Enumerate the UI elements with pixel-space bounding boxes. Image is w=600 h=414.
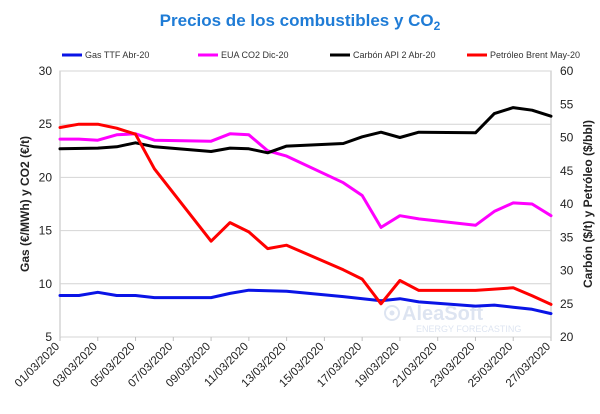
y-axis-right: 20 25 30 35 40 45 50 55 60 (560, 64, 574, 344)
series-lines (58, 106, 553, 316)
chart-title: Precios de los combustibles y CO2 (160, 11, 441, 33)
legend-label: Carbón API 2 Abr-20 (353, 50, 436, 60)
y-left-tick-label: 20 (39, 170, 53, 184)
watermark: AleaSoft ENERGY FORECASTING (384, 303, 521, 334)
watermark-name: AleaSoft (402, 303, 483, 325)
y-left-tick-label: 5 (45, 330, 52, 344)
y-right-tick-label: 50 (560, 131, 574, 145)
series-line-petr-leo-brent-may-20 (58, 122, 553, 306)
y-right-tick-label: 40 (560, 197, 574, 211)
series-line-carb-n-api-2-abr-20 (58, 106, 553, 155)
y-right-tick-label: 35 (560, 230, 574, 244)
chart-title-subscript: 2 (434, 19, 441, 33)
watermark-tagline: ENERGY FORECASTING (416, 324, 521, 334)
y-right-tick-label: 60 (560, 64, 574, 78)
y-right-tick-label: 30 (560, 264, 574, 278)
y-right-tick-label: 25 (560, 297, 574, 311)
legend-label: Gas TTF Abr-20 (85, 50, 149, 60)
legend-label: Petróleo Brent May-20 (490, 50, 580, 60)
chart-legend: Gas TTF Abr-20 EUA CO2 Dic-20 Carbón API 2… (62, 50, 580, 60)
plot-frame (59, 70, 552, 338)
series-line-eua-co2-dic-20 (58, 132, 553, 229)
y-left-tick-label: 30 (39, 64, 53, 78)
y-left-tick-label: 25 (39, 117, 53, 131)
y-axis-right-label: Carbón ($/t) y Petróleo ($/bbl) (581, 120, 595, 288)
y-right-tick-label: 45 (560, 164, 574, 178)
series-line-gas-ttf-abr-20 (58, 288, 553, 316)
chart-title-main: Precios de los combustibles y CO (160, 11, 434, 30)
y-right-tick-label: 20 (560, 330, 574, 344)
y-left-tick-label: 10 (39, 277, 53, 291)
y-left-tick-label: 15 (39, 224, 53, 238)
watermark-logo-icon (384, 305, 400, 321)
y-axis-left-label: Gas (€/MWh) y CO2 (€/t) (18, 136, 32, 272)
x-axis: 01/03/202003/03/202005/03/202007/03/2020… (13, 337, 553, 390)
legend-label: EUA CO2 Dic-20 (221, 50, 289, 60)
grid-lines (60, 70, 551, 338)
y-axis-left: 5 10 15 20 25 30 (39, 64, 53, 344)
y-right-tick-label: 55 (560, 97, 574, 111)
